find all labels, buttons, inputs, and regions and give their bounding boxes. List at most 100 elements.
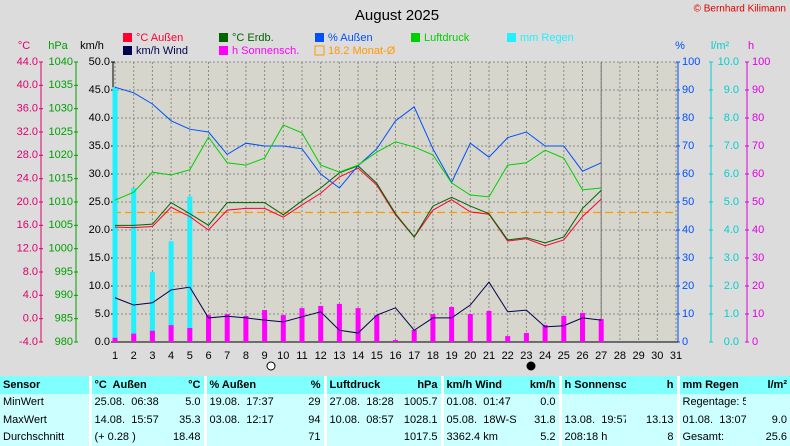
table-cell: 5.0 — [162, 393, 205, 411]
table-cell: 71 — [283, 428, 325, 446]
table-cell: Sensor — [0, 376, 90, 394]
x-tick-label: 16 — [389, 350, 401, 362]
x-tick-label: 11 — [296, 350, 307, 362]
y-tick-label: 10 — [682, 308, 694, 320]
table-cell — [626, 393, 678, 411]
y-tick-label: 10.0 — [89, 280, 110, 292]
table-cell — [558, 393, 626, 411]
table-cell: 8 — [626, 428, 678, 446]
x-tick-label: 4 — [168, 350, 174, 362]
bar — [393, 340, 398, 342]
bar — [580, 312, 585, 342]
y-tick-label: 985 — [55, 313, 73, 325]
bar — [449, 307, 455, 342]
table-cell: 27.08. 18:28 — [323, 393, 397, 411]
line — [114, 167, 602, 247]
table-cell: l/m² — [746, 376, 790, 394]
y-tick-label: 3.0 — [724, 252, 739, 264]
y-tick-label: 35.0 — [89, 140, 110, 152]
x-tick-label: 17 — [408, 350, 420, 362]
legend-label: °C Erdb. — [232, 32, 274, 44]
y-tick-label: 7.0 — [724, 140, 739, 152]
table-cell: °C Außen — [88, 376, 162, 394]
chart-title: August 2025 — [355, 7, 439, 24]
table-cell: km/h — [517, 376, 560, 394]
y-tick-label: 0 — [682, 336, 688, 348]
y-tick-label: 30.0 — [89, 168, 110, 180]
table-cell: 94 — [283, 411, 325, 429]
y-tick-label: 4.0 — [724, 224, 739, 236]
y-tick-label: 1030 — [49, 103, 73, 115]
table-cell: MinWert — [0, 393, 90, 411]
table-cell: 1017.5 — [397, 428, 442, 446]
y-tick-label: 20.0 — [89, 224, 110, 236]
table-cell: mm Regen — [676, 376, 746, 394]
table-cell: 0.0 — [517, 393, 560, 411]
y-tick-label: 5.0 — [95, 308, 110, 320]
bar — [224, 314, 230, 342]
table-cell: % — [283, 376, 325, 394]
table-cell: 10.08. 08:57 — [323, 411, 397, 429]
bar — [542, 324, 548, 342]
y-tick-label: 100 — [752, 56, 770, 68]
table-cell: 03.08. 12:17 — [203, 411, 283, 429]
table-cell: Durchschnitt — [0, 428, 90, 446]
bar — [168, 325, 174, 342]
x-tick-label: 21 — [483, 350, 495, 362]
x-tick-label: 13 — [333, 350, 345, 362]
y-tick-label: 12.0 — [17, 243, 38, 255]
bar — [430, 314, 436, 342]
y-tick-label: 24.0 — [17, 173, 38, 185]
bar — [336, 303, 342, 342]
table-cell: Gesamt: — [676, 428, 746, 446]
bar — [187, 196, 193, 342]
table-cell: % Außen — [203, 376, 283, 394]
table-cell: 1005.7 — [397, 393, 442, 411]
table-cell: 05.08. 18W-SW — [440, 411, 517, 429]
bar — [131, 188, 137, 342]
x-tick-label: 2 — [131, 350, 137, 362]
legend-swatch — [507, 33, 516, 42]
table-row: Sensor °C Außen °C% Außen% Luftdruck hPa km/h… — [0, 376, 790, 394]
table-cell: 25.08. 06:38 — [88, 393, 162, 411]
bar — [598, 319, 604, 342]
x-tick-label: 18 — [427, 350, 439, 362]
bar — [262, 310, 268, 342]
table-cell: 5.2 — [517, 428, 560, 446]
x-tick-label: 5 — [187, 350, 193, 362]
y-tick-label: -4.0 — [19, 336, 38, 348]
y-tick-label: 90 — [682, 84, 694, 96]
y-tick-label: 8.0 — [724, 112, 739, 124]
table-cell: 13.08. 19:57 — [558, 411, 626, 429]
y-tick-label: 995 — [55, 266, 73, 278]
table-cell: °C — [162, 376, 205, 394]
x-tick-label: 9 — [262, 350, 268, 362]
y-tick-label: 60 — [752, 168, 764, 180]
y-tick-label: 16.0 — [17, 219, 38, 231]
legend-swatch — [315, 33, 324, 42]
x-tick-label: 7 — [224, 350, 230, 362]
bar — [299, 308, 305, 342]
legend-label: mm Regen — [520, 32, 574, 44]
x-tick-label: 1 — [112, 350, 118, 362]
y-tick-label: 70 — [682, 140, 694, 152]
y-tick-label: 5.0 — [724, 196, 739, 208]
y-tick-label: 40 — [752, 224, 764, 236]
y-tick-label: 100 — [682, 56, 700, 68]
bar — [112, 87, 118, 342]
table-row: MaxWert 14.08. 15:57 35.3 03.08. 12:17 94 10.… — [0, 411, 790, 429]
line — [114, 124, 602, 201]
bar — [112, 337, 118, 342]
summary-table: Sensor °C Außen °C% Außen% Luftdruck hPa km/h… — [0, 376, 790, 446]
table-cell: 35.3 — [162, 411, 205, 429]
line — [114, 281, 602, 334]
y-tick-label: 4.0 — [23, 289, 38, 301]
x-tick-label: 10 — [277, 350, 289, 362]
y-tick-label: 30 — [752, 252, 764, 264]
bar — [523, 333, 529, 342]
table-cell: 9.0 — [746, 411, 790, 429]
bar — [280, 315, 286, 342]
y-tick-label: 40.0 — [17, 79, 38, 91]
y-tick-label: 30 — [682, 252, 694, 264]
